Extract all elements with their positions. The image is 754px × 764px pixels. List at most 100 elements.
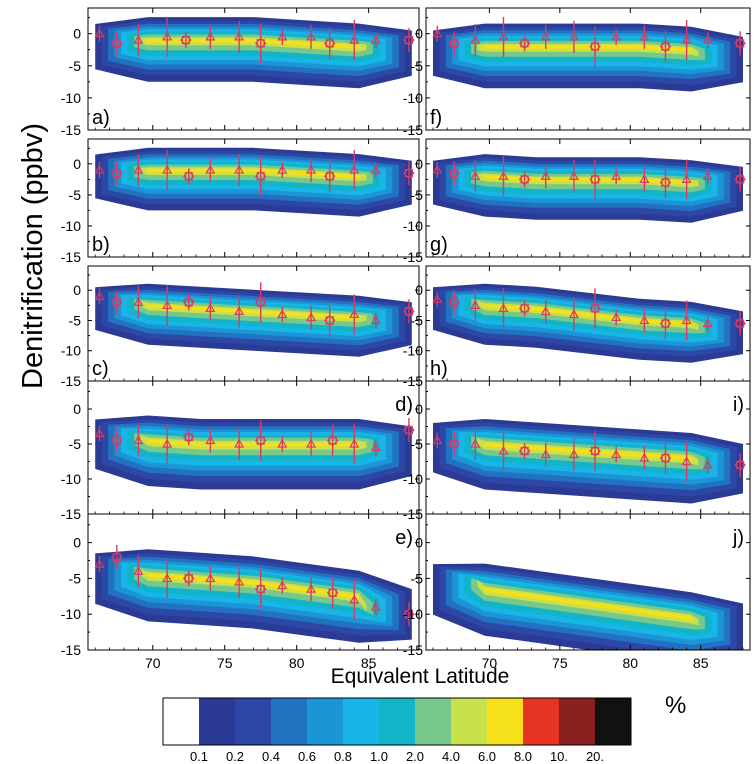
marker-square	[520, 446, 529, 456]
contour-band-8	[483, 581, 693, 624]
contour-band-8	[147, 436, 360, 447]
marker-triangle	[370, 601, 381, 611]
marker-diamond	[254, 170, 267, 183]
marker-diamond	[448, 37, 460, 50]
marker-square	[590, 175, 600, 184]
marker-triangle	[205, 573, 216, 583]
marker-diamond	[254, 37, 267, 50]
marker-diamond	[182, 296, 195, 309]
y-tick-label: -5	[69, 436, 82, 452]
panel-f: 0 -5 -10 -15 f)	[403, 7, 751, 138]
marker-square	[450, 298, 459, 307]
marker-diamond	[589, 302, 601, 315]
contour-field	[432, 419, 746, 504]
x-tick-label: 80	[289, 655, 305, 671]
marker-triangle	[277, 164, 288, 174]
panel-label: b)	[92, 234, 110, 256]
y-tick-label: -10	[61, 606, 81, 622]
contour-band-8	[483, 45, 693, 55]
marker-diamond	[254, 583, 267, 595]
marker-triangle	[205, 31, 216, 41]
contour-band-8	[483, 175, 693, 185]
y-tick-label: -15	[61, 373, 81, 389]
marker-diamond	[589, 445, 601, 457]
marker-triangle	[432, 164, 443, 174]
y-tick-label: -5	[69, 187, 82, 203]
colorbar-level-label: 0.6	[298, 749, 316, 764]
marker-triangle	[277, 580, 288, 590]
marker-triangle	[94, 164, 105, 174]
colorbar-swatch	[487, 698, 523, 745]
marker-triangle	[277, 438, 288, 448]
colorbar: 0.1 0.2 0.4 0.6 0.8 1.0 2.0 4.0 6.0 8.0 10. 20.	[162, 697, 632, 764]
y-tick-label: -15	[403, 642, 423, 658]
marker-triangle	[306, 438, 317, 448]
marker-square	[661, 453, 670, 463]
x-tick-label: 85	[693, 655, 709, 671]
colorbar-level-label: 0.1	[190, 749, 208, 764]
marker-triangle	[611, 171, 622, 180]
y-tick-label: -10	[403, 471, 423, 487]
panel-e: 0 -5 -10 -15 70 75 80 85 e)	[61, 513, 420, 671]
marker-square	[661, 42, 670, 51]
marker-triangle	[306, 31, 317, 41]
contour-field	[94, 16, 415, 89]
marker-triangle	[133, 34, 144, 44]
panel-label: g)	[430, 234, 448, 256]
marker-square	[112, 39, 121, 48]
marker-triangle	[234, 438, 245, 448]
marker-square	[325, 316, 334, 325]
x-axis-label: Equivalent Latitude	[331, 665, 510, 688]
marker-diamond	[111, 167, 123, 179]
colorbar-level-label: 10.	[550, 749, 568, 764]
colorbar-level-label: 1.0	[370, 749, 388, 764]
panel-label: d)	[395, 394, 413, 416]
marker-triangle	[639, 31, 650, 41]
marker-triangle	[540, 449, 551, 459]
y-tick-label: -5	[69, 570, 82, 586]
marker-triangle	[568, 31, 579, 41]
colorbar-level-label: 0.4	[262, 749, 280, 764]
y-tick-label: -5	[411, 312, 424, 328]
marker-square	[184, 432, 193, 442]
marker-triangle	[540, 306, 551, 315]
marker-square	[520, 39, 529, 48]
panel-g: 0 -5 -10 -15 g)	[403, 138, 751, 265]
marker-diamond	[182, 572, 195, 585]
marker-diamond	[448, 296, 460, 309]
contour-band-8	[147, 38, 360, 49]
colorbar-level-label: 2.0	[406, 749, 424, 764]
marker-square	[328, 588, 337, 597]
marker-diamond	[403, 167, 415, 179]
y-tick-label: -15	[403, 122, 423, 138]
marker-triangle	[94, 428, 105, 438]
colorbar-swatch	[163, 698, 199, 745]
y-tick-label: -10	[403, 218, 423, 234]
colorbar-frame	[162, 697, 632, 746]
contour-field	[432, 16, 746, 92]
marker-triangle	[470, 171, 481, 180]
marker-triangle	[234, 164, 245, 174]
contour-band-8	[147, 168, 360, 179]
panel-j: 0 -5 -10 -15 70 75 80 85 j)	[403, 513, 751, 671]
y-tick-label: -10	[403, 343, 423, 359]
marker-square	[736, 319, 745, 328]
marker-square	[181, 36, 190, 45]
marker-triangle	[94, 558, 105, 568]
y-tick-label: -10	[61, 343, 81, 359]
x-tick-label: 70	[482, 655, 498, 671]
marker-triangle	[94, 28, 105, 38]
y-tick-label: 0	[415, 401, 423, 417]
marker-triangle	[349, 438, 360, 448]
marker-triangle	[205, 164, 216, 174]
marker-triangle	[639, 315, 650, 325]
marker-triangle	[498, 445, 509, 455]
y-tick-label: -15	[61, 506, 81, 522]
marker-diamond	[659, 317, 672, 330]
marker-triangle	[702, 171, 713, 180]
marker-diamond	[111, 296, 123, 309]
marker-square	[328, 436, 337, 445]
y-tick-label: 0	[73, 282, 81, 298]
y-tick-label: -10	[403, 606, 423, 622]
